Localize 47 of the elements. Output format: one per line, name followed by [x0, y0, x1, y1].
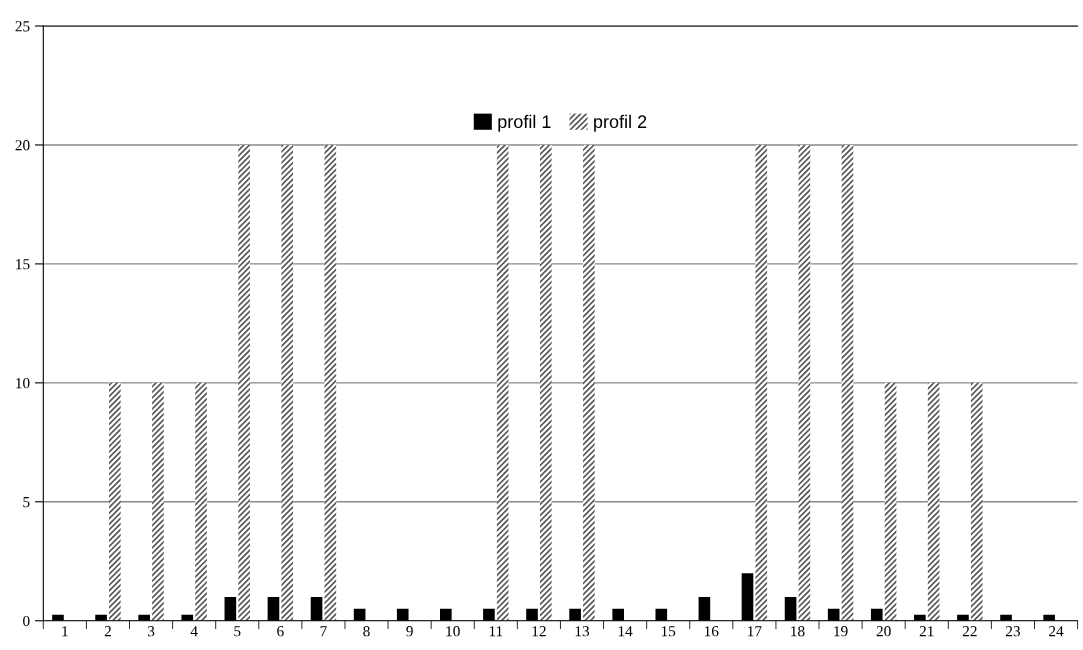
x-tick-label: 2	[104, 626, 111, 637]
x-tick-label: 12	[532, 626, 546, 637]
x-tick-label: 15	[661, 626, 676, 637]
x-tick-label: 23	[1005, 626, 1020, 637]
x-tick-label: 3	[147, 626, 155, 637]
bar	[970, 382, 983, 621]
bar	[755, 144, 768, 621]
bar	[195, 382, 207, 621]
bar	[539, 144, 552, 621]
x-tick-label: 16	[704, 626, 719, 637]
bar	[927, 382, 940, 621]
x-tick-label: 11	[489, 626, 503, 637]
x-tick-label: 1	[62, 626, 68, 637]
x-tick-label: 8	[363, 626, 370, 637]
bar	[238, 144, 250, 621]
x-tick-label: 9	[406, 626, 413, 637]
x-tick-label: 24	[1049, 626, 1064, 637]
bar	[496, 144, 509, 621]
bar	[281, 144, 294, 621]
x-tick-label: 7	[320, 626, 327, 637]
y-tick-label: 10	[16, 377, 30, 389]
x-tick-label: 17	[748, 626, 762, 637]
y-tick-label: 25	[15, 21, 30, 32]
bar	[583, 144, 595, 621]
x-tick-label: 19	[834, 626, 848, 637]
bar	[324, 144, 337, 621]
legend-label: profil 2	[594, 114, 647, 132]
x-tick-label: 10	[446, 626, 460, 637]
x-tick-label: 18	[791, 626, 805, 637]
bar	[109, 382, 121, 621]
bar	[884, 382, 897, 621]
x-tick-label: 6	[277, 626, 284, 637]
y-tick-label: 15	[16, 259, 30, 270]
x-tick-label: 14	[618, 626, 633, 637]
y-tick-label: 20	[15, 140, 30, 151]
x-tick-label: 22	[962, 626, 977, 637]
legend-label: profil 1	[498, 114, 551, 132]
bar	[152, 382, 164, 621]
x-tick-label: 5	[234, 626, 241, 637]
x-tick-label: 21	[919, 626, 934, 637]
x-tick-label: 20	[876, 626, 891, 637]
y-tick-label: 0	[23, 615, 30, 627]
x-tick-label: 4	[190, 626, 198, 637]
y-tick-label: 5	[23, 497, 30, 508]
bar	[798, 144, 811, 621]
bar	[841, 144, 854, 621]
x-tick-label: 13	[575, 626, 590, 637]
